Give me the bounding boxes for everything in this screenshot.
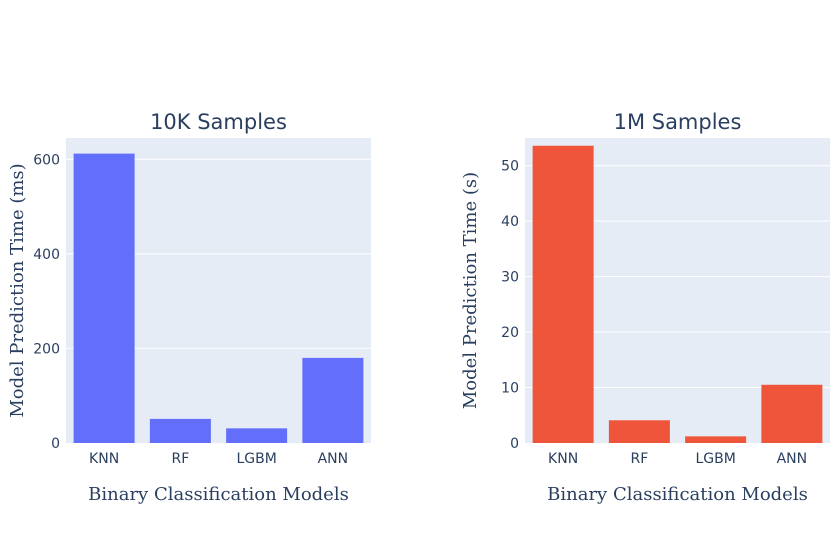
y-tick-label: 600: [33, 152, 60, 168]
y-tick-label: 0: [51, 436, 60, 452]
y-tick-label: 0: [510, 436, 519, 452]
y-tick-label: 20: [501, 325, 519, 341]
x-axis-label: Binary Classification Models: [88, 484, 349, 505]
y-tick-label: 200: [33, 341, 60, 357]
chart-panel-1m: KNN RF LGBM ANN 0 10 20 30 40 50 1M Samples Bina…: [460, 110, 830, 505]
bar-ann: [761, 384, 823, 443]
bar-ann: [302, 357, 364, 443]
bar-rf: [608, 420, 670, 443]
x-tick-label: KNN: [548, 451, 578, 467]
bar-lgbm: [226, 428, 288, 443]
x-tick-label: RF: [630, 451, 648, 467]
x-tick-label: ANN: [318, 451, 349, 467]
x-tick-label: RF: [171, 451, 189, 467]
bar-knn: [532, 145, 594, 443]
x-tick-labels: KNN RF LGBM ANN: [548, 451, 807, 467]
x-tick-label: LGBM: [695, 451, 735, 467]
y-axis-label: Model Prediction Time (ms): [7, 163, 28, 417]
y-tick-labels: 0 200 400 600: [33, 152, 60, 452]
x-tick-label: LGBM: [236, 451, 276, 467]
y-tick-label: 400: [33, 247, 60, 263]
bar-lgbm: [685, 436, 747, 443]
x-axis-label: Binary Classification Models: [547, 484, 808, 505]
x-tick-labels: KNN RF LGBM ANN: [89, 451, 348, 467]
x-tick-label: KNN: [89, 451, 119, 467]
chart-title: 1M Samples: [614, 110, 742, 134]
bar-knn: [73, 153, 135, 443]
chart-panel-10k: KNN RF LGBM ANN 0 200 400 600 10K Samples Bina…: [7, 110, 371, 505]
y-tick-label: 10: [501, 381, 519, 397]
y-axis-label: Model Prediction Time (s): [460, 172, 481, 409]
y-tick-label: 40: [501, 214, 519, 230]
x-tick-label: ANN: [777, 451, 808, 467]
chart-title: 10K Samples: [150, 110, 287, 134]
bars: [73, 153, 364, 443]
bar-rf: [149, 418, 211, 443]
bars: [532, 145, 823, 443]
y-tick-label: 30: [501, 270, 519, 286]
y-tick-label: 50: [501, 159, 519, 175]
y-tick-labels: 0 10 20 30 40 50: [501, 159, 519, 452]
